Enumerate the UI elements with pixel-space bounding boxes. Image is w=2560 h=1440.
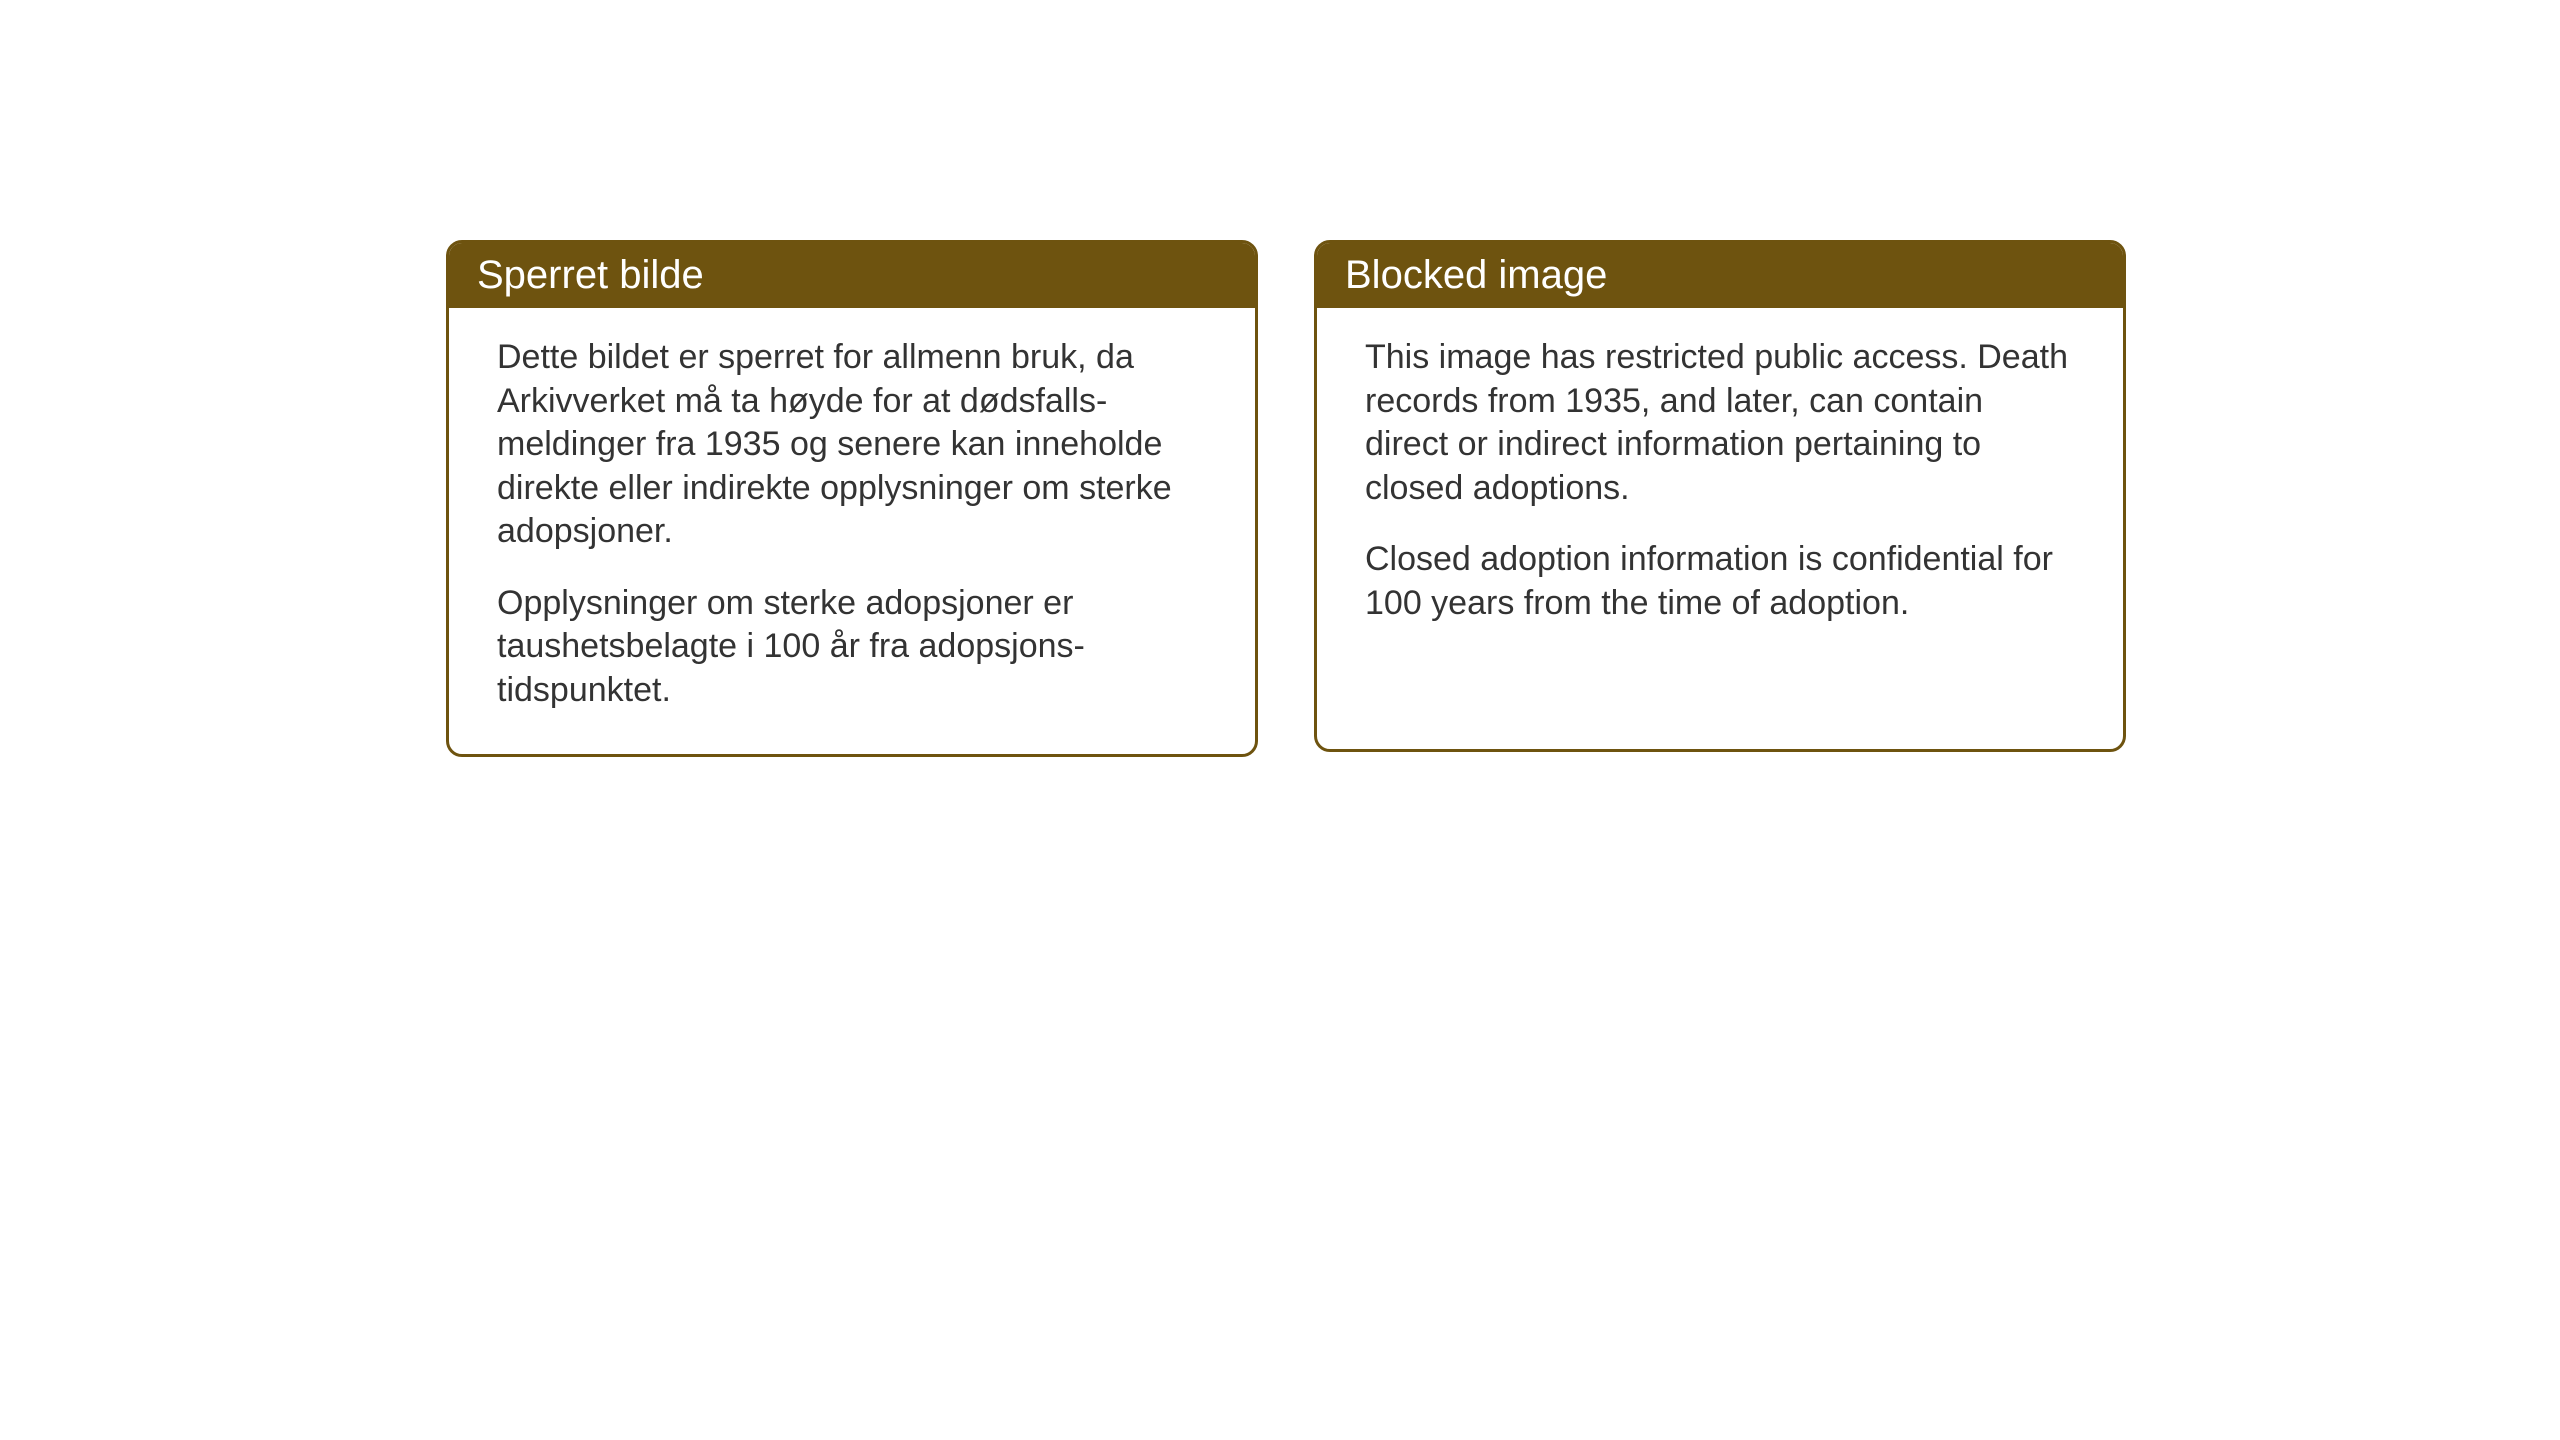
norwegian-card-title: Sperret bilde — [449, 243, 1255, 308]
norwegian-card-body: Dette bildet er sperret for allmenn bruk… — [449, 308, 1255, 754]
english-card-body: This image has restricted public access.… — [1317, 308, 2123, 667]
english-card-title: Blocked image — [1317, 243, 2123, 308]
cards-container: Sperret bilde Dette bildet er sperret fo… — [446, 240, 2126, 757]
norwegian-paragraph-1: Dette bildet er sperret for allmenn bruk… — [497, 336, 1207, 554]
english-paragraph-2: Closed adoption information is confident… — [1365, 538, 2075, 625]
english-card: Blocked image This image has restricted … — [1314, 240, 2126, 752]
english-paragraph-1: This image has restricted public access.… — [1365, 336, 2075, 510]
norwegian-paragraph-2: Opplysninger om sterke adopsjoner er tau… — [497, 582, 1207, 713]
norwegian-card: Sperret bilde Dette bildet er sperret fo… — [446, 240, 1258, 757]
